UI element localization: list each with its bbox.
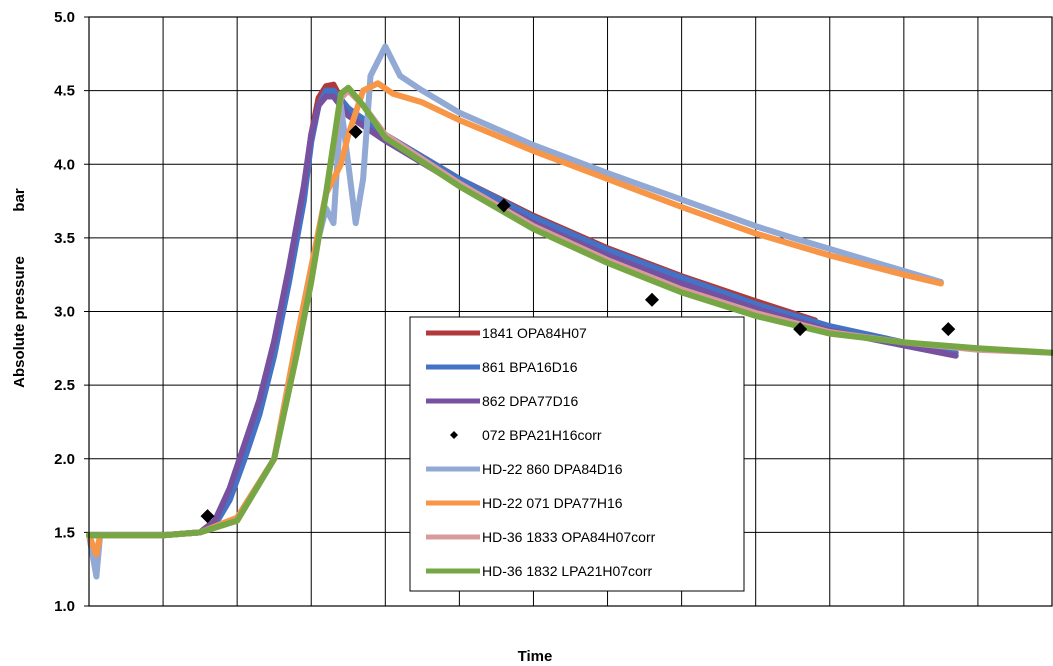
data-point-marker	[200, 509, 215, 524]
plot-series	[86, 43, 1053, 580]
y-tick-label: 4.0	[54, 156, 75, 173]
plot-frame	[88, 16, 1053, 607]
legend-label: HD-36 1832 LPA21H07corr	[482, 563, 653, 579]
legend-label: 862 DPA77D16	[482, 393, 578, 409]
y-tick-label: 1.5	[54, 524, 75, 541]
legend-label: 072 BPA21H16corr	[482, 427, 602, 443]
y-tick-label: 2.5	[54, 377, 75, 394]
legend-swatch	[450, 431, 458, 439]
series-line-2	[86, 93, 959, 539]
y-tick-label: 3.0	[54, 304, 75, 321]
y-tick-labels: 1.0 1.5 2.0 2.5 3.0 3.5 4.0 4.5 5.0	[54, 9, 75, 615]
y-axis-unit: bar	[11, 188, 28, 212]
data-point-marker	[941, 322, 956, 337]
legend-label: 1841 OPA84H07	[482, 325, 587, 341]
y-axis-title: Absolute pressure	[11, 256, 28, 388]
y-tick-label: 5.0	[54, 9, 75, 26]
legend-label: HD-22 071 DPA77H16	[482, 495, 623, 511]
legend-label: 861 BPA16D16	[482, 359, 578, 375]
legend-box	[409, 316, 745, 592]
y-tick-label: 3.5	[54, 230, 75, 247]
legend: 1841 OPA84H07 861 BPA16D16 862 DPA77D16 072…	[409, 316, 745, 592]
data-point-marker	[348, 124, 363, 139]
x-axis-title: Time	[518, 648, 553, 665]
y-tick-label: 4.5	[54, 83, 75, 100]
y-tick-label: 2.0	[54, 451, 75, 468]
data-point-marker	[496, 198, 511, 213]
data-point-marker	[793, 322, 808, 337]
y-tick-label: 1.0	[54, 598, 75, 615]
legend-label: HD-22 860 DPA84D16	[482, 461, 623, 477]
legend-label: HD-36 1833 OPA84H07corr	[482, 529, 656, 545]
data-point-marker	[644, 292, 659, 307]
